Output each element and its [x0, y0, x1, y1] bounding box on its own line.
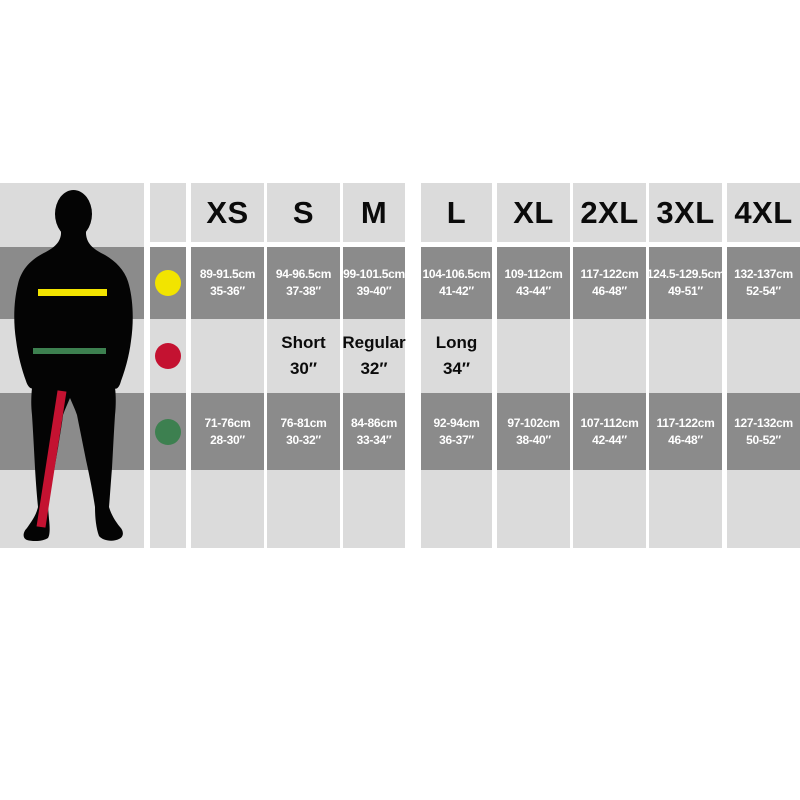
cell-leg-xs [191, 319, 264, 393]
marker-column-bottom-cell [150, 470, 186, 548]
cell-leg-m: Regular 32″ [342, 319, 406, 393]
inside-leg-marker-cell [150, 319, 186, 393]
header-xl: XL [497, 183, 570, 242]
bottom-cell-4xl [727, 470, 800, 548]
cell-waist-2xl: 107-112cm 42-44″ [573, 393, 646, 470]
cell-chest-3xl: 124.5-129.5cm 49-51″ [647, 247, 725, 319]
cell-waist-3xl: 117-122cm 46-48″ [649, 393, 722, 470]
cell-leg-xl [497, 319, 570, 393]
yellow-dot [155, 270, 181, 296]
cell-chest-m: 99-101.5cm 39-40″ [343, 247, 405, 319]
bottom-cell-xl [497, 470, 570, 548]
header-3xl: 3XL [649, 183, 722, 242]
header-l: L [421, 183, 492, 242]
cell-waist-l: 92-94cm 36-37″ [421, 393, 492, 470]
cell-chest-xs: 89-91.5cm 35-36″ [191, 247, 264, 319]
figure-column-chest-band [0, 247, 144, 319]
cell-waist-m: 84-86cm 33-34″ [343, 393, 405, 470]
cell-waist-xs: 71-76cm 28-30″ [191, 393, 264, 470]
figure-column-bottom-band [0, 470, 144, 548]
red-dot [155, 343, 181, 369]
figure-column-header-cell [0, 183, 144, 247]
cell-leg-l: Long 34″ [421, 319, 492, 393]
cell-chest-4xl: 132-137cm 52-54″ [727, 247, 800, 319]
cell-chest-s: 94-96.5cm 37-38″ [267, 247, 340, 319]
cell-leg-4xl [727, 319, 800, 393]
cell-leg-2xl [573, 319, 646, 393]
cell-leg-s: Short 30″ [267, 319, 340, 393]
figure-column-waist-band [0, 393, 144, 470]
header-4xl: 4XL [727, 183, 800, 242]
cell-leg-3xl [649, 319, 722, 393]
header-s: S [267, 183, 340, 242]
cell-waist-s: 76-81cm 30-32″ [267, 393, 340, 470]
size-table: XS S M L XL 2XL 3XL 4XL 89-91.5cm 35-36″ … [0, 183, 800, 548]
cell-chest-l: 104-106.5cm 41-42″ [421, 247, 492, 319]
cell-waist-xl: 97-102cm 38-40″ [497, 393, 570, 470]
header-xs: XS [191, 183, 264, 242]
cell-chest-2xl: 117-122cm 46-48″ [573, 247, 646, 319]
waist-marker-cell [150, 393, 186, 470]
green-dot [155, 418, 181, 445]
cell-waist-4xl: 127-132cm 50-52″ [727, 393, 800, 470]
figure-column-leg-band [0, 319, 144, 393]
bottom-cell-s [267, 470, 340, 548]
bottom-cell-3xl [649, 470, 722, 548]
chest-marker-cell [150, 247, 186, 319]
marker-column-header-cell [150, 183, 186, 242]
header-m: M [343, 183, 405, 242]
bottom-cell-l [421, 470, 492, 548]
header-2xl: 2XL [573, 183, 646, 242]
bottom-cell-xs [191, 470, 264, 548]
bottom-cell-m [343, 470, 405, 548]
bottom-cell-2xl [573, 470, 646, 548]
cell-chest-xl: 109-112cm 43-44″ [497, 247, 570, 319]
